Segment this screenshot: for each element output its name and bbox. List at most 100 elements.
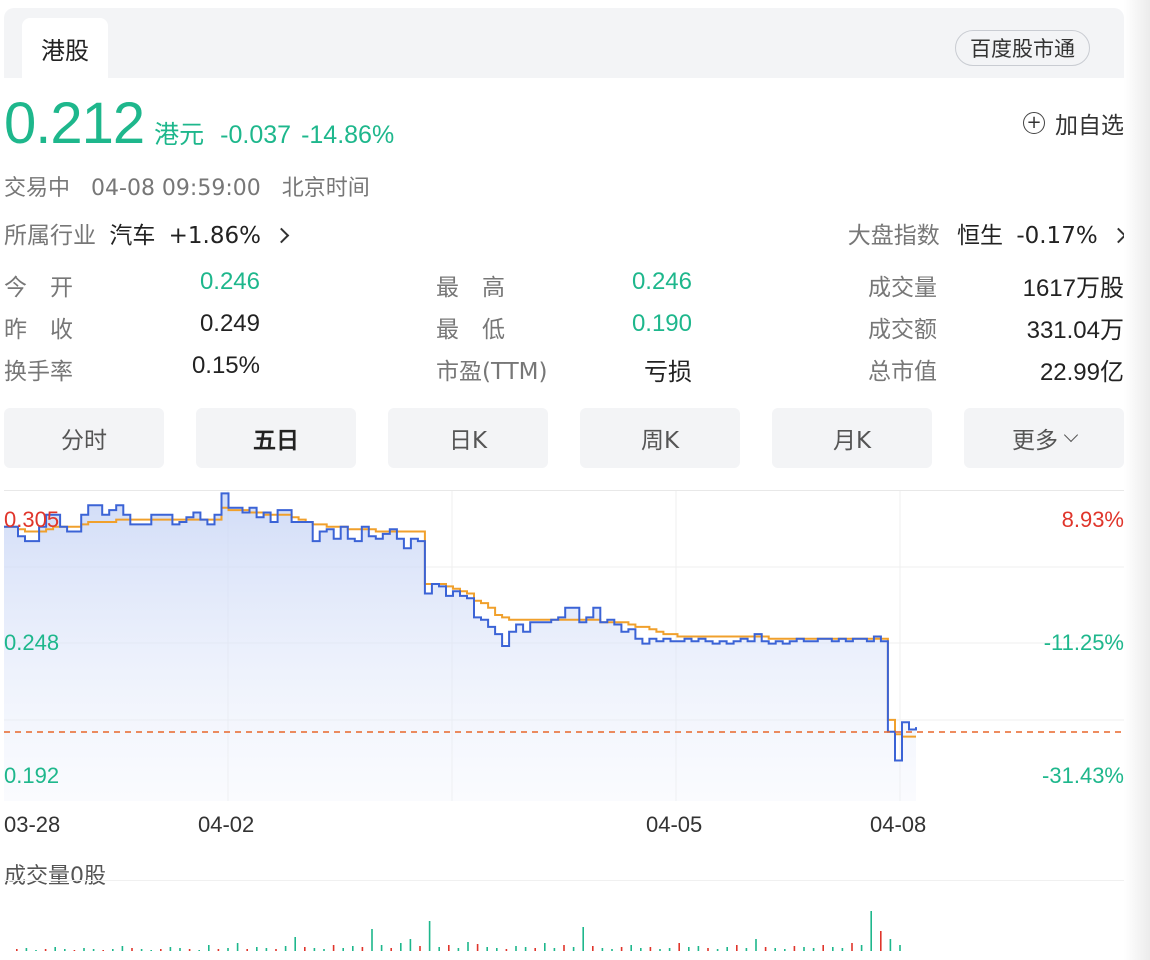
volume-bars-svg <box>16 911 901 951</box>
trading-time: 04-08 09:59:00 <box>91 176 261 201</box>
y-tick-left: 0.248 <box>4 630 60 655</box>
volume-bar <box>563 945 565 951</box>
volume-bar <box>121 946 124 951</box>
volume-bar <box>198 950 200 951</box>
stat-value: 亏损 <box>644 359 692 386</box>
volume-bar <box>371 929 373 951</box>
industry-label: 所属行业 <box>4 223 96 249</box>
price-chart[interactable]: 0.305 0.248 0.192 8.93% -11.25% -31.43% <box>4 490 1124 801</box>
volume-bar <box>294 937 296 951</box>
add-watchlist-button[interactable]: + 加自选 <box>1023 106 1124 140</box>
price-line <box>4 492 917 762</box>
volume-bar <box>832 947 834 951</box>
tab-daily-k[interactable]: 日K <box>388 408 548 468</box>
tab-weekly-k[interactable]: 周K <box>580 408 740 468</box>
stat-value: 331.04万 <box>1026 317 1124 344</box>
index-name: 恒生 <box>957 223 1003 249</box>
volume-bar <box>755 939 757 951</box>
volume-bar <box>217 949 220 951</box>
stat-value: 0.190 <box>631 310 692 337</box>
volume-bar <box>73 950 76 951</box>
stat-label: 今 开 <box>4 275 73 301</box>
market-tab-bar: 港股 百度股市通 <box>4 8 1124 78</box>
volume-bar <box>678 943 680 951</box>
x-tick: 04-02 <box>198 812 255 837</box>
index-link[interactable]: 大盘指数 恒生 -0.17% <box>847 216 1127 250</box>
stat-value: 0.249 <box>199 310 260 337</box>
stats-row: 换手率 0.15% 市盈(TTM) 亏损 总市值 22.99亿 <box>4 346 1124 388</box>
stat-value: 1617万股 <box>1022 275 1124 302</box>
volume-bar <box>601 948 604 951</box>
volume-bar <box>640 948 642 951</box>
volume-bar <box>582 927 584 951</box>
y-tick-left: 0.305 <box>4 507 60 532</box>
tab-five-day[interactable]: 五日 <box>196 408 356 468</box>
volume-bar <box>169 947 172 951</box>
volume-bar <box>649 947 652 951</box>
y-tick-right: 8.93% <box>1061 507 1124 532</box>
volume-bar <box>726 947 728 951</box>
tab-hk-stocks[interactable]: 港股 <box>22 18 108 78</box>
stats-row: 今 开 0.246 最 高 0.246 成交量 1617万股 <box>4 262 1124 304</box>
stat-value: 0.15% <box>191 352 260 379</box>
industry-link[interactable]: 所属行业 汽车 +1.86% <box>4 223 290 249</box>
volume-bar <box>313 948 316 951</box>
volume-bar <box>448 945 450 951</box>
baidu-stock-link[interactable]: 百度股市通 <box>955 30 1090 66</box>
stat-value: 0.246 <box>631 268 692 295</box>
volume-bar <box>419 946 421 951</box>
volume-bar <box>870 911 872 951</box>
price-area-fill <box>4 493 916 801</box>
quote-row: 0.212 港元 -0.037 -14.86% <box>4 90 394 160</box>
volume-bar <box>400 943 402 951</box>
volume-bar <box>851 943 853 951</box>
volume-bar <box>793 946 796 951</box>
y-tick-left: 0.192 <box>4 763 60 788</box>
chevron-right-icon <box>274 227 290 244</box>
chevron-down-icon <box>1063 427 1079 443</box>
volume-bar <box>803 947 805 951</box>
stats-row: 昨 收 0.249 最 低 0.190 成交额 331.04万 <box>4 304 1124 346</box>
x-tick: 04-08 <box>870 812 927 837</box>
volume-bar <box>332 945 335 951</box>
volume-bar <box>131 948 133 951</box>
volume-bar <box>553 948 556 951</box>
volume-bar <box>697 946 700 951</box>
volume-bar <box>179 948 181 951</box>
volume-bar <box>505 949 508 951</box>
tab-intraday[interactable]: 分时 <box>4 408 164 468</box>
plus-circle-icon: + <box>1023 112 1045 134</box>
stat-label: 总市值 <box>868 359 937 385</box>
tab-more[interactable]: 更多 <box>964 408 1124 468</box>
volume-bar <box>457 948 460 951</box>
tab-monthly-k[interactable]: 月K <box>772 408 932 468</box>
volume-bar <box>899 945 901 951</box>
volume-bar <box>44 949 47 951</box>
volume-bar <box>428 921 431 951</box>
volume-bar <box>860 945 863 951</box>
volume-bar <box>524 947 527 951</box>
x-axis-labels: 03-28 04-02 04-05 04-08 <box>4 812 1124 842</box>
industry-change: +1.86% <box>168 223 261 249</box>
volume-bar <box>592 946 594 951</box>
edge-shadow <box>1124 0 1150 960</box>
volume-bar <box>438 947 440 951</box>
volume-bar <box>352 946 354 951</box>
currency-unit: 港元 <box>154 120 205 149</box>
stat-label: 昨 收 <box>4 317 73 343</box>
volume-bar <box>784 949 786 951</box>
stat-label: 最 低 <box>436 317 505 343</box>
volume-bar <box>92 949 95 951</box>
trading-state: 交易中 <box>4 176 71 201</box>
index-label: 大盘指数 <box>847 223 940 249</box>
stat-value: 0.246 <box>199 268 260 295</box>
volume-bar <box>409 939 412 951</box>
volume-bar <box>822 945 824 951</box>
volume-bar <box>764 947 767 951</box>
stat-label: 最 高 <box>436 275 505 301</box>
volume-bar <box>380 945 383 951</box>
tab-more-label: 更多 <box>1012 428 1058 454</box>
volume-bar <box>150 950 152 951</box>
volume-bar <box>25 948 28 951</box>
volume-bar <box>323 949 325 951</box>
